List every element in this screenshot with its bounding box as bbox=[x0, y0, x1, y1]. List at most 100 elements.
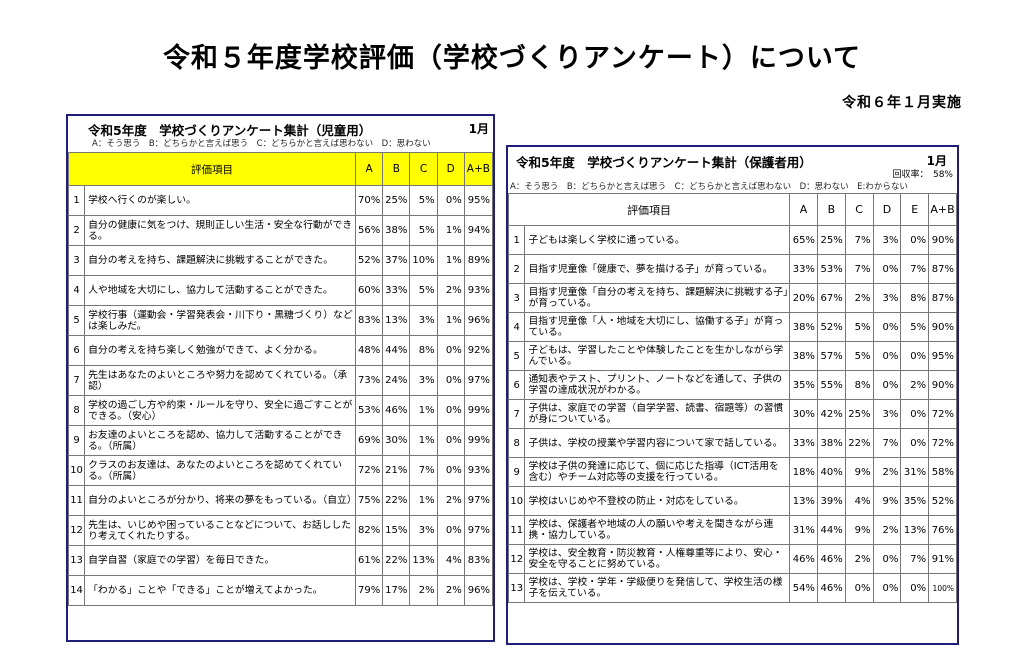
evaluation-item: 学校は、保護者や地域の人の願いや考えを聞きながら連携・協力している。 bbox=[524, 515, 791, 545]
value-ab: 100% bbox=[928, 573, 957, 603]
value-b: 30% bbox=[382, 425, 411, 456]
value-ab: 91% bbox=[928, 544, 957, 574]
value-b: 46% bbox=[816, 573, 846, 603]
evaluation-item: 学校行事（運動会・学習発表会・川下り・黒糖づくり）などは楽しみだ。 bbox=[84, 305, 357, 336]
value-a: 60% bbox=[355, 275, 384, 306]
value-ab: 93% bbox=[463, 455, 494, 486]
page-title: 令和５年度学校評価（学校づくりアンケート）について bbox=[162, 43, 862, 74]
value-d: 0% bbox=[872, 544, 902, 574]
evaluation-item: 目指す児童像「自分の考えを持ち、課題解決に挑戦する子」が育っている。 bbox=[524, 283, 791, 313]
evaluation-item: 学校はいじめや不登校の防止・対応をしている。 bbox=[524, 486, 791, 516]
student-table-header: 評価項目 A B C D A+B bbox=[67, 152, 494, 186]
evaluation-item: 目指す児童像「健康で、夢を描ける子」が育っている。 bbox=[524, 254, 791, 284]
evaluation-item: 子どもは、学習したことや体験したことを生かしながら学んでいる。 bbox=[524, 341, 791, 371]
value-a: 56% bbox=[355, 215, 384, 246]
value-b: 46% bbox=[816, 544, 846, 574]
student-panel-title: 令和5年度 学校づくりアンケート集計（児童用） bbox=[88, 123, 372, 138]
value-d: 0% bbox=[872, 254, 902, 284]
evaluation-item: 学校は、安全教育・防災教育・人権尊重等により、安心・安全を守ることに努めている。 bbox=[524, 544, 791, 574]
value-e: 7% bbox=[900, 544, 930, 574]
value-e: 8% bbox=[900, 283, 930, 313]
value-b: 39% bbox=[816, 486, 846, 516]
row-number: 5 bbox=[67, 305, 86, 336]
value-ab: 97% bbox=[463, 515, 494, 546]
evaluation-item: 通知表やテスト、プリント、ノートなどを通して、子供の学習の達成状況がわかる。 bbox=[524, 370, 791, 400]
row-number: 9 bbox=[507, 457, 526, 487]
student-survey-panel: 令和5年度 学校づくりアンケート集計（児童用） 1月 A：そう思う B：どちらか… bbox=[66, 114, 495, 642]
value-d: 9% bbox=[872, 486, 902, 516]
value-d: 0% bbox=[872, 341, 902, 371]
header-item: 評価項目 bbox=[507, 193, 791, 226]
value-ab: 58% bbox=[928, 457, 957, 487]
value-a: 52% bbox=[355, 245, 384, 276]
value-e: 0% bbox=[900, 341, 930, 371]
value-a: 83% bbox=[355, 305, 384, 336]
value-c: 7% bbox=[844, 254, 874, 284]
value-b: 24% bbox=[382, 365, 411, 396]
value-d: 2% bbox=[872, 515, 902, 545]
value-a: 31% bbox=[789, 515, 818, 545]
value-c: 3% bbox=[409, 365, 438, 396]
parent-results-table: 評価項目 A B C D E A+B 1 子どもは楽しく学校に通っている。 65% 2… bbox=[507, 193, 957, 603]
evaluation-item: 学校は、学校・学年・学級便りを発信して、学校生活の様子を伝えている。 bbox=[524, 573, 791, 603]
parent-panel-title: 令和5年度 学校づくりアンケート集計（保護者用） bbox=[516, 155, 812, 170]
value-c: 1% bbox=[409, 395, 438, 426]
value-a: 35% bbox=[789, 370, 818, 400]
evaluation-item: 子どもは楽しく学校に通っている。 bbox=[524, 225, 791, 255]
table-row: 3 自分の考えを持ち、課題解決に挑戦することができた。 52% 37% 10% 1% 89% bbox=[67, 245, 494, 276]
value-ab: 95% bbox=[928, 341, 957, 371]
table-row: 4 人や地域を大切にし、協力して活動することができた。 60% 33% 5% 2% 93% bbox=[67, 275, 494, 306]
value-d: 2% bbox=[436, 485, 465, 516]
row-number: 6 bbox=[67, 335, 86, 366]
value-b: 40% bbox=[816, 457, 846, 487]
value-c: 1% bbox=[409, 485, 438, 516]
table-row: 9 学校は子供の発達に応じて、個に応じた指導（ICT活用を含む）やチーム対応等の支… bbox=[507, 457, 957, 487]
parent-legend: A：そう思う B：どちらかと言えば思う C：どちらかと言えば思わない D：思わな… bbox=[510, 182, 908, 192]
value-e: 0% bbox=[900, 225, 930, 255]
row-number: 13 bbox=[67, 545, 86, 576]
value-a: 38% bbox=[789, 341, 818, 371]
table-row: 9 お友達のよいところを認め、協力して活動することができる。（所属） 69% 30% 1… bbox=[67, 425, 494, 456]
value-a: 69% bbox=[355, 425, 384, 456]
value-ab: 95% bbox=[463, 185, 494, 216]
table-row: 2 自分の健康に気をつけ、規則正しい生活・安全な行動ができる。 56% 38% 5% 1%… bbox=[67, 215, 494, 246]
value-a: 13% bbox=[789, 486, 818, 516]
table-row: 1 子どもは楽しく学校に通っている。 65% 25% 7% 3% 0% 90% bbox=[507, 225, 957, 255]
value-b: 38% bbox=[816, 428, 846, 458]
value-c: 22% bbox=[844, 428, 874, 458]
value-d: 2% bbox=[436, 275, 465, 306]
value-d: 1% bbox=[436, 215, 465, 246]
table-row: 11 学校は、保護者や地域の人の願いや考えを聞きながら連携・協力している。 31% 4… bbox=[507, 515, 957, 545]
table-row: 5 学校行事（運動会・学習発表会・川下り・黒糖づくり）などは楽しみだ。 83% 13%… bbox=[67, 305, 494, 336]
evaluation-item: 先生はあなたのよいところや努力を認めてくれている。（承認） bbox=[84, 365, 357, 396]
row-number: 2 bbox=[67, 215, 86, 246]
header-e: E bbox=[900, 193, 930, 226]
row-number: 1 bbox=[507, 225, 526, 255]
row-number: 7 bbox=[507, 399, 526, 429]
value-c: 5% bbox=[409, 275, 438, 306]
value-b: 53% bbox=[816, 254, 846, 284]
value-e: 2% bbox=[900, 370, 930, 400]
student-legend: A：そう思う B：どちらかと言えば思う C：どちらかと言えば思わない D：思わな… bbox=[92, 139, 431, 149]
header-d: D bbox=[436, 152, 465, 186]
row-number: 11 bbox=[507, 515, 526, 545]
value-b: 38% bbox=[382, 215, 411, 246]
evaluation-item: クラスのお友達は、あなたのよいところを認めてくれている。（所属） bbox=[84, 455, 357, 486]
value-c: 3% bbox=[409, 305, 438, 336]
value-d: 3% bbox=[872, 399, 902, 429]
table-row: 7 先生はあなたのよいところや努力を認めてくれている。（承認） 73% 24% 3% 0%… bbox=[67, 365, 494, 396]
evaluation-item: 自分の健康に気をつけ、規則正しい生活・安全な行動ができる。 bbox=[84, 215, 357, 246]
value-ab: 99% bbox=[463, 425, 494, 456]
value-b: 55% bbox=[816, 370, 846, 400]
value-b: 15% bbox=[382, 515, 411, 546]
value-c: 13% bbox=[409, 545, 438, 576]
row-number: 8 bbox=[507, 428, 526, 458]
header-c: C bbox=[409, 152, 438, 186]
parent-panel-month: 1月 bbox=[926, 154, 947, 168]
row-number: 12 bbox=[507, 544, 526, 574]
value-d: 0% bbox=[436, 515, 465, 546]
value-d: 0% bbox=[436, 185, 465, 216]
table-row: 13 自学自習（家庭での学習）を毎日できた。 61% 22% 13% 4% 83% bbox=[67, 545, 494, 576]
value-a: 65% bbox=[789, 225, 818, 255]
evaluation-item: 学校へ行くのが楽しい。 bbox=[84, 185, 357, 216]
